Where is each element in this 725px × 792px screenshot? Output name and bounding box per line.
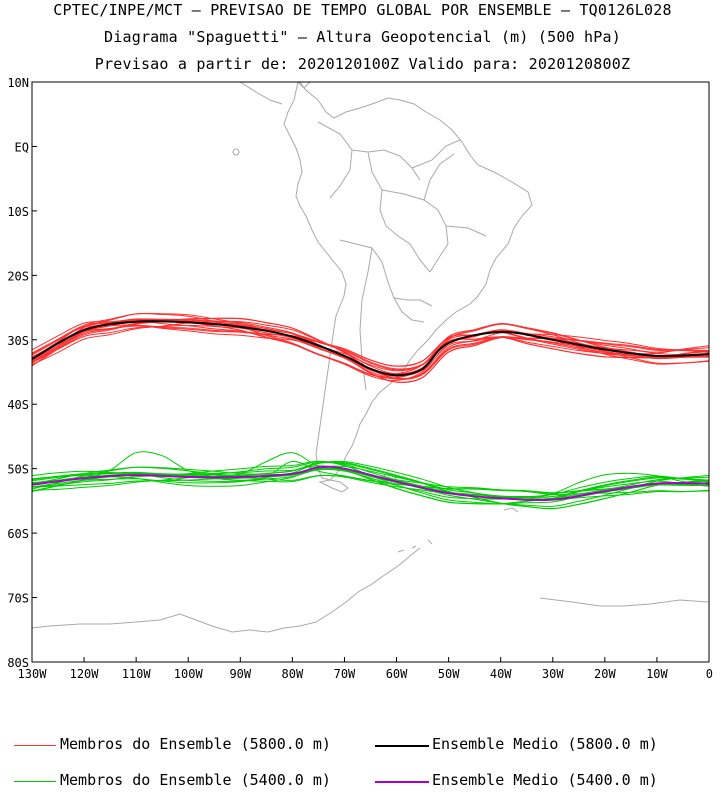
- mean-5400-line: [31, 465, 710, 502]
- mean-5800-line: [31, 320, 710, 377]
- legend-swatch-mean-5400: [375, 781, 429, 783]
- lon-label: 10W: [646, 667, 668, 681]
- lon-label: 120W: [70, 667, 100, 681]
- member-5800-line: [31, 312, 710, 377]
- antarctic-islands: [397, 539, 433, 553]
- member-5800-line: [31, 318, 710, 384]
- member-5800-line: [31, 320, 710, 375]
- member-5800-line: [31, 324, 710, 372]
- legend-swatch-members-5800: [14, 745, 56, 746]
- member-5400-line: [31, 461, 710, 510]
- member-5800-line: [31, 319, 710, 379]
- lat-label: 60S: [7, 527, 29, 541]
- antarctic-coast-east: [539, 597, 709, 607]
- longitude-axis: 130W 120W 110W 100W 90W 80W 70W 60W 50W 40W 30W 20W…: [18, 657, 713, 681]
- latitude-axis: 10N EQ 10S 20S 30S 40S 50S 60S 70S 80S: [7, 76, 37, 670]
- legend-label-mean-5800: Ensemble Medio (5800.0 m): [432, 735, 658, 753]
- south-america-coast: [283, 81, 533, 481]
- lon-label: 130W: [18, 667, 48, 681]
- central-america-coast: [239, 81, 311, 105]
- south-georgia: [503, 507, 519, 513]
- lat-label: 10S: [7, 205, 29, 219]
- title-line-2: Diagrama "Spaguetti" — Altura Geopotenci…: [104, 28, 621, 46]
- title-line-1: CPTEC/INPE/MCT — PREVISAO DE TEMPO GLOBA…: [53, 1, 672, 19]
- country-borders: [317, 121, 487, 391]
- lat-label: 20S: [7, 269, 29, 283]
- lat-label: 10N: [7, 76, 29, 90]
- lon-label: 60W: [386, 667, 408, 681]
- lat-label: 80S: [7, 656, 29, 670]
- member-5400-line: [31, 472, 710, 494]
- lon-label: 110W: [122, 667, 152, 681]
- legend-label-members-5800: Membros do Ensemble (5800.0 m): [60, 735, 331, 753]
- member-5400-line: [31, 465, 710, 505]
- map-frame: [31, 81, 710, 663]
- antarctic-peninsula: [31, 547, 421, 633]
- members-5400-lines: [31, 451, 710, 510]
- lon-label: 90W: [229, 667, 251, 681]
- lon-label: 0: [706, 667, 713, 681]
- lat-label: EQ: [15, 140, 29, 154]
- lon-label: 100W: [174, 667, 204, 681]
- legend-swatch-members-5400: [14, 781, 56, 782]
- lat-label: 40S: [7, 398, 29, 412]
- lat-label: 30S: [7, 334, 29, 348]
- lon-label: 20W: [594, 667, 616, 681]
- member-5800-line: [31, 325, 710, 367]
- lat-label: 70S: [7, 592, 29, 606]
- tierra-del-fuego: [318, 479, 349, 493]
- legend-label-mean-5400: Ensemble Medio (5400.0 m): [432, 771, 658, 789]
- lon-label: 30W: [542, 667, 564, 681]
- member-5400-line: [31, 465, 710, 498]
- member-5400-line: [31, 466, 710, 507]
- lon-label: 40W: [490, 667, 512, 681]
- member-5400-line: [31, 461, 710, 501]
- lat-label: 50S: [7, 463, 29, 477]
- members-5800-lines: [31, 312, 710, 384]
- lon-label: 50W: [438, 667, 460, 681]
- lon-label: 70W: [334, 667, 356, 681]
- legend-label-members-5400: Membros do Ensemble (5400.0 m): [60, 771, 331, 789]
- title-line-3: Previsao a partir de: 2020120100Z Valido…: [94, 55, 631, 73]
- legend-swatch-mean-5800: [375, 745, 429, 747]
- lon-label: 80W: [282, 667, 304, 681]
